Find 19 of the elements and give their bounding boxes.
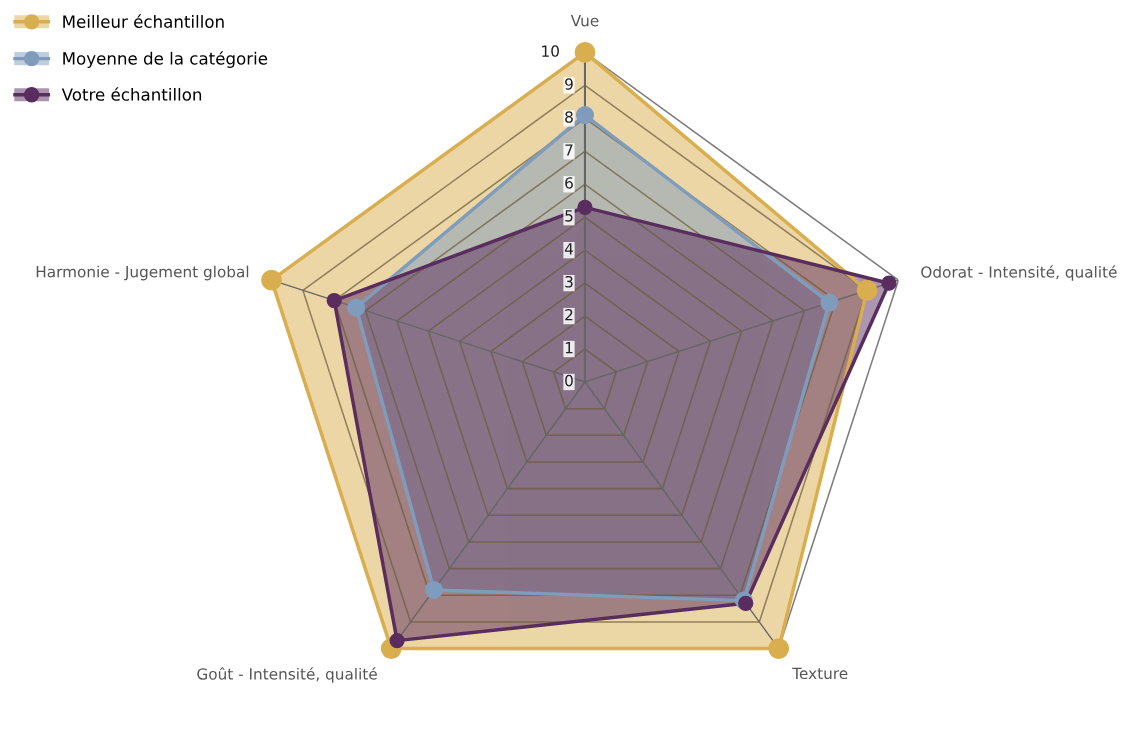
y-tick-label: 7 xyxy=(565,144,573,156)
spoke-label: Goût - Intensité, qualité xyxy=(197,667,377,683)
y-tick-label: 2 xyxy=(565,308,573,321)
spoke-label: Vue xyxy=(570,15,599,27)
spoke-label: Texture xyxy=(792,667,848,680)
legend-label: Moyenne de la catégorie xyxy=(63,51,268,68)
y-tick-label: 8 xyxy=(565,111,573,123)
legend-label: Votre échantillon xyxy=(61,87,202,101)
y-tick-label: 9 xyxy=(565,78,573,90)
y-tick-label: 5 xyxy=(565,210,573,222)
y-tick-label: 3 xyxy=(565,276,573,288)
legend-label: Meilleur échantillon xyxy=(63,14,224,28)
y-tick-label: 4 xyxy=(564,243,573,255)
y-tick-label: 10 xyxy=(542,45,559,57)
y-tick-label: 6 xyxy=(565,177,573,189)
y-tick-label: 0 xyxy=(565,374,573,387)
y-tick-label: 1 xyxy=(565,342,573,354)
spoke-label: Harmonie - Jugement global xyxy=(36,265,249,281)
spoke-label: Odorat - Intensité, qualité xyxy=(921,265,1117,281)
